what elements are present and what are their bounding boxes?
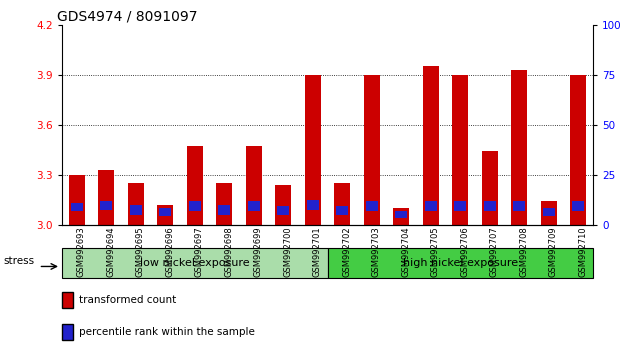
Text: GSM992696: GSM992696	[165, 227, 175, 277]
Text: GSM992709: GSM992709	[549, 227, 558, 277]
Bar	[482, 152, 498, 225]
Bar	[336, 206, 348, 215]
Text: GSM992707: GSM992707	[490, 227, 499, 277]
Bar	[277, 206, 289, 215]
Bar	[511, 70, 527, 225]
Text: GSM992698: GSM992698	[224, 227, 233, 277]
Bar	[366, 201, 378, 211]
Bar	[307, 200, 319, 210]
Bar	[246, 147, 262, 225]
Bar	[157, 205, 173, 225]
Text: GSM992701: GSM992701	[313, 227, 322, 277]
Text: GSM992693: GSM992693	[77, 227, 86, 277]
Bar	[100, 201, 112, 210]
Text: transformed count: transformed count	[79, 295, 177, 305]
Text: GSM992705: GSM992705	[431, 227, 440, 277]
Bar	[452, 75, 468, 225]
Text: GSM992694: GSM992694	[106, 227, 116, 277]
Text: stress: stress	[3, 256, 34, 266]
Text: GSM992700: GSM992700	[283, 227, 292, 277]
Bar	[69, 175, 85, 225]
Text: percentile rank within the sample: percentile rank within the sample	[79, 327, 255, 337]
Bar	[71, 203, 83, 211]
Bar	[395, 211, 407, 218]
Bar	[541, 201, 557, 225]
Bar	[572, 201, 584, 211]
Bar	[364, 75, 380, 225]
Bar	[189, 201, 201, 211]
Text: low nickel exposure: low nickel exposure	[140, 258, 250, 268]
Bar	[513, 201, 525, 211]
Text: GSM992704: GSM992704	[401, 227, 410, 277]
Bar	[98, 170, 114, 225]
Text: GSM992703: GSM992703	[372, 227, 381, 277]
Text: GDS4974 / 8091097: GDS4974 / 8091097	[57, 10, 197, 24]
Bar	[248, 201, 260, 211]
Bar	[334, 183, 350, 225]
Text: GSM992710: GSM992710	[578, 227, 587, 277]
Bar	[305, 75, 321, 225]
Bar	[218, 205, 230, 215]
Bar	[216, 183, 232, 225]
Bar	[128, 183, 144, 225]
Text: GSM992699: GSM992699	[254, 227, 263, 277]
Text: GSM992702: GSM992702	[342, 227, 351, 277]
Bar	[425, 201, 437, 211]
Bar	[454, 201, 466, 211]
Bar	[393, 208, 409, 225]
Bar	[130, 205, 142, 215]
Bar	[159, 208, 171, 216]
Text: high nickel exposure: high nickel exposure	[403, 258, 518, 268]
Text: GSM992697: GSM992697	[195, 227, 204, 277]
Bar	[543, 208, 555, 216]
Text: GSM992706: GSM992706	[460, 227, 469, 277]
Text: GSM992708: GSM992708	[519, 227, 528, 277]
Bar	[423, 67, 439, 225]
Bar	[570, 75, 586, 225]
Bar	[187, 147, 203, 225]
Bar	[275, 185, 291, 225]
Bar	[484, 201, 496, 211]
Text: GSM992695: GSM992695	[136, 227, 145, 277]
